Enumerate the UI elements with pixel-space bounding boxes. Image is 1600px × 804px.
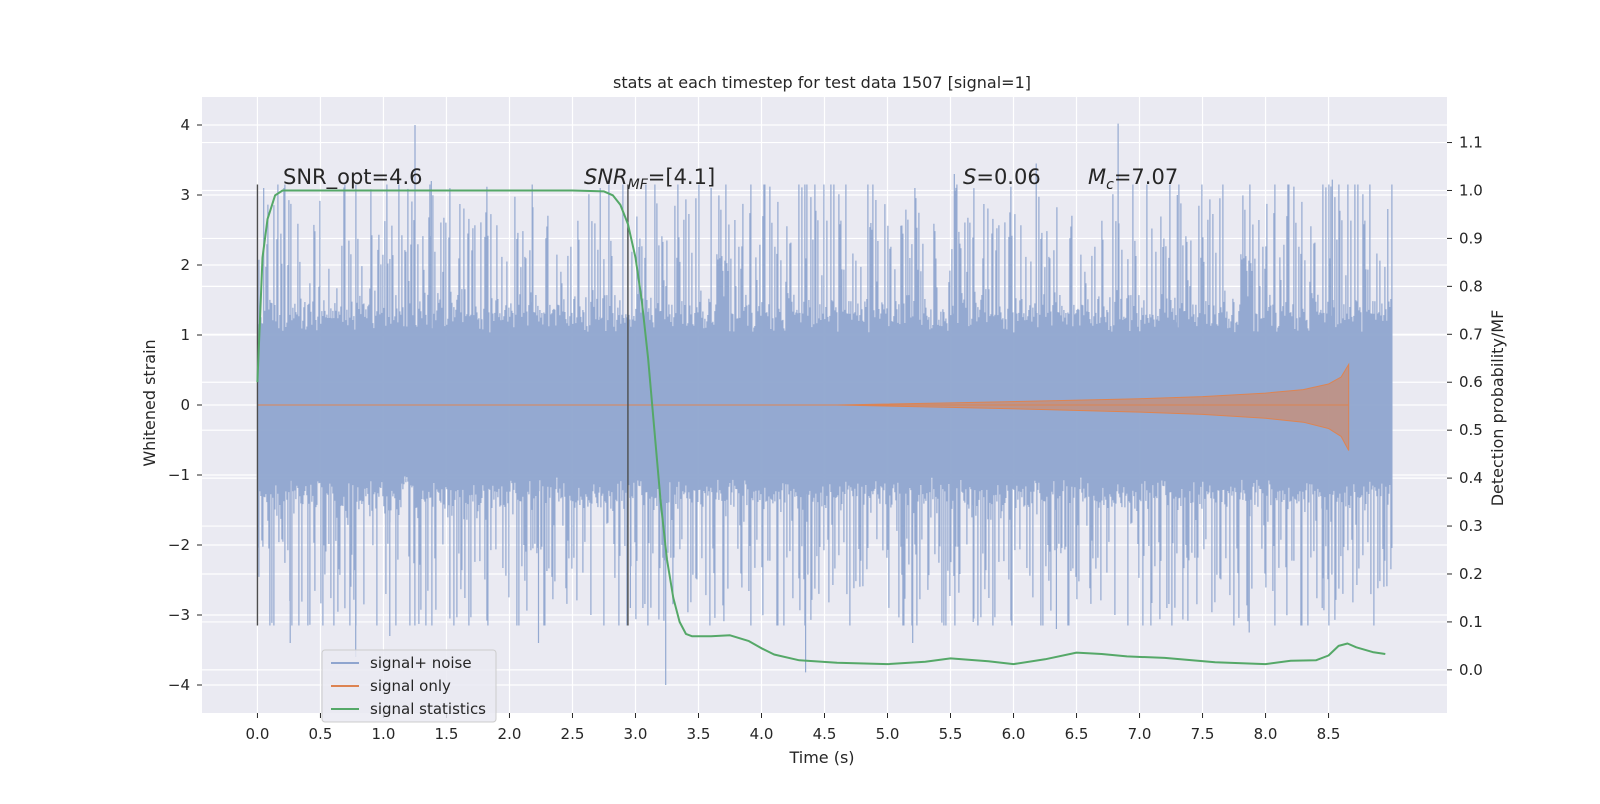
x-tick-label: 0.0	[246, 725, 270, 743]
y-right-tick-label: 0.5	[1459, 421, 1483, 439]
vertical-markers	[256, 184, 629, 626]
x-tick-label: 2.0	[498, 725, 522, 743]
legend-label-signal-only: signal only	[370, 677, 451, 695]
y-right-tick-label: 0.0	[1459, 661, 1483, 679]
y-axis-label: Whitened strain	[140, 339, 159, 466]
legend-box	[321, 649, 497, 723]
x-axis-label: Time (s)	[788, 748, 854, 767]
annotation-mc: Mc=7.07	[1088, 165, 1178, 193]
annotation-snr-mf-base: SNR	[584, 165, 628, 189]
x-tick-label: 3.0	[624, 725, 648, 743]
x-tick-label: 4.5	[813, 725, 837, 743]
y-right-tick-label: 1.1	[1459, 134, 1483, 152]
x-tick-label: 0.5	[309, 725, 333, 743]
series-signal-only	[257, 362, 1350, 451]
y-right-tick-label: 0.2	[1459, 565, 1483, 583]
x-tick-label: 2.5	[561, 725, 585, 743]
y-tick-label: 0	[180, 396, 190, 414]
y-right-tick-label: 0.7	[1459, 325, 1483, 343]
y-tick-label: 2	[180, 256, 190, 274]
x-tick-label: 6.0	[1002, 725, 1026, 743]
y-right-tick-label: 0.6	[1459, 373, 1483, 391]
annotation-s-base: S	[963, 165, 976, 189]
annotation-mc-value: =7.07	[1114, 165, 1178, 189]
y-tick-label: 4	[180, 116, 190, 134]
x-tick-label: 1.5	[435, 725, 459, 743]
y-right-tick-label: 0.4	[1459, 469, 1483, 487]
y-tick-label: 1	[180, 326, 190, 344]
x-tick-label: 5.5	[939, 725, 963, 743]
annotation-s: S=0.06	[963, 165, 1041, 189]
annotation-s-value: =0.06	[976, 165, 1040, 189]
annotation-snr-mf-value: =[4.1]	[648, 165, 715, 189]
y-tick-label: 3	[180, 186, 190, 204]
y-right-tick-label: 0.3	[1459, 517, 1483, 535]
x-tick-label: 8.5	[1317, 725, 1341, 743]
y-right-tick-label: 0.1	[1459, 613, 1483, 631]
y-right-tick-label: 0.9	[1459, 229, 1483, 247]
annotation-snr-mf: SNRMF=[4.1]	[584, 165, 715, 193]
y-tick-label: −4	[168, 676, 190, 694]
y-tick-label: −1	[168, 466, 190, 484]
x-tick-label: 8.0	[1254, 725, 1278, 743]
y-tick-label: −2	[168, 536, 190, 554]
x-tick-label: 5.0	[876, 725, 900, 743]
x-tick-label: 7.5	[1191, 725, 1215, 743]
y-right-axis-label: Detection probability/MF	[1488, 310, 1507, 507]
x-tick-label: 3.5	[687, 725, 711, 743]
axes: 0.0 0.5 1.0 1.5 2.0 2.5 3.0 3.5 4.0 4.5 5.0 5.5 6.0 6…	[168, 116, 1483, 743]
legend-label-signal-noise: signal+ noise	[370, 654, 472, 672]
chart-title: stats at each timestep for test data 150…	[613, 73, 1031, 92]
y-right-tick-label: 1.0	[1459, 181, 1483, 199]
annotation-snr-opt: SNR_opt=4.6	[283, 165, 423, 190]
signal-only-envelope	[257, 362, 1350, 451]
y-right-tick-label: 0.8	[1459, 277, 1483, 295]
legend: signal+ noise signal only signal statist…	[321, 649, 497, 723]
x-tick-label: 4.0	[750, 725, 774, 743]
annotation-mc-base: M	[1088, 165, 1106, 189]
x-tick-label: 6.5	[1065, 725, 1089, 743]
series-signal-statistics	[256, 189, 1386, 666]
legend-label-signal-statistics: signal statistics	[370, 700, 486, 718]
x-tick-label: 7.0	[1128, 725, 1152, 743]
y-tick-label: −3	[168, 606, 190, 624]
annotation-mc-sub: c	[1106, 177, 1114, 193]
annotation-snr-mf-sub: MF	[628, 177, 649, 193]
signal-statistics-line	[256, 189, 1386, 666]
x-tick-label: 1.0	[372, 725, 396, 743]
